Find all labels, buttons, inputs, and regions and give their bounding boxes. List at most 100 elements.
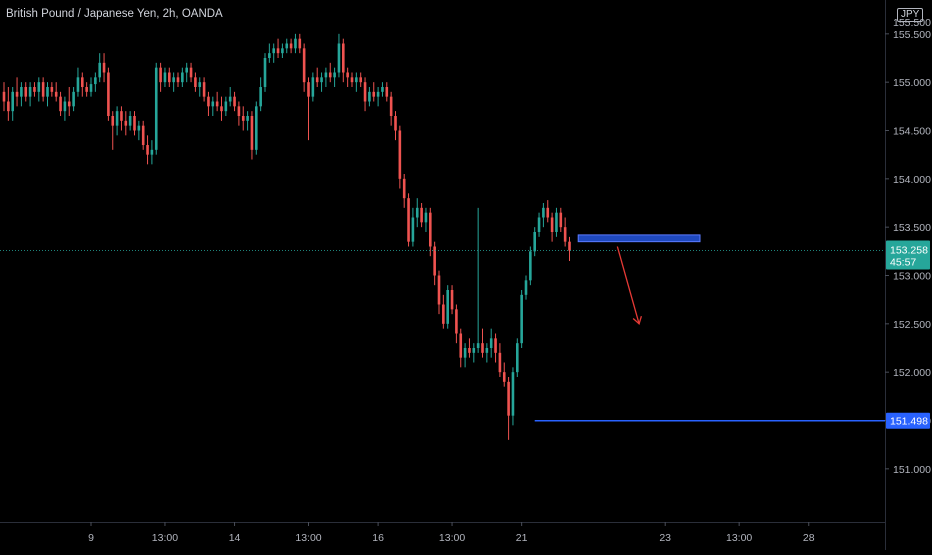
candle xyxy=(459,328,463,368)
candle xyxy=(259,77,262,112)
candle xyxy=(150,140,154,165)
candle-body xyxy=(207,96,210,107)
candle xyxy=(81,72,84,97)
candle xyxy=(424,207,428,232)
price-tick-label: 152.000 xyxy=(893,367,931,379)
candle xyxy=(128,111,132,131)
time-tick-label: 16 xyxy=(372,532,384,544)
candle xyxy=(507,377,510,440)
candle xyxy=(429,207,432,257)
candle-body xyxy=(542,207,545,218)
candle-body xyxy=(333,72,336,78)
candle-body xyxy=(198,82,202,87)
support-price-value: 151.498 xyxy=(890,416,928,428)
candle xyxy=(368,87,371,107)
candle-body xyxy=(550,217,554,232)
currency-badge[interactable]: JPY xyxy=(897,8,924,22)
candle xyxy=(328,62,332,83)
candle-body xyxy=(489,338,493,348)
candle-body xyxy=(133,116,136,131)
candle xyxy=(11,87,14,121)
candle-body xyxy=(359,77,362,83)
candle-body xyxy=(450,290,454,310)
candle xyxy=(376,87,380,107)
candle xyxy=(176,72,180,87)
candle xyxy=(511,367,515,426)
time-axis[interactable]: 9 13:00 14 13:00 16 13:00 21 23 13:00 28 xyxy=(88,522,815,544)
price-tick-label: 153.000 xyxy=(893,271,931,283)
candle-body xyxy=(311,77,315,97)
candle-body xyxy=(2,91,6,102)
candle xyxy=(107,67,110,121)
candle-body xyxy=(529,251,532,281)
candle xyxy=(272,43,275,63)
candle xyxy=(363,77,367,112)
candle-body xyxy=(20,87,23,97)
candles-layer xyxy=(2,33,571,440)
candle-body xyxy=(315,77,319,83)
candle-body xyxy=(324,72,328,78)
candle-body xyxy=(276,48,280,54)
candle xyxy=(315,67,319,87)
candle-body xyxy=(181,72,184,83)
candle xyxy=(442,294,445,329)
candle-body xyxy=(381,87,384,92)
candle-body xyxy=(246,116,249,121)
candle xyxy=(268,43,271,63)
candle xyxy=(476,207,480,353)
drawings-layer xyxy=(0,234,885,422)
candle xyxy=(446,285,449,329)
candle-body xyxy=(342,43,345,73)
candle-body xyxy=(555,212,558,232)
price-tick-label: 154.500 xyxy=(893,126,931,138)
candle xyxy=(320,72,323,92)
candle xyxy=(537,212,541,237)
candle xyxy=(7,87,10,121)
candle xyxy=(502,362,506,387)
candle-body xyxy=(224,101,228,112)
candle xyxy=(20,82,23,107)
candle xyxy=(220,96,223,121)
candle xyxy=(137,120,141,141)
candle-body xyxy=(472,348,476,353)
candle-body xyxy=(41,82,45,97)
candle-body xyxy=(546,207,550,218)
time-tick-label: 21 xyxy=(516,532,528,544)
chart-title: British Pound / Japanese Yen, 2h, OANDA xyxy=(6,8,223,20)
candle xyxy=(159,62,162,92)
candle xyxy=(394,111,397,141)
candle xyxy=(542,203,545,228)
candle xyxy=(2,82,6,112)
candle xyxy=(346,67,349,87)
candle-body xyxy=(228,96,232,102)
candle xyxy=(381,82,384,97)
candle xyxy=(372,82,376,102)
candle-body xyxy=(11,91,14,112)
candle xyxy=(385,82,389,102)
candle xyxy=(407,193,410,247)
candle-body xyxy=(368,91,371,102)
candle-body xyxy=(146,145,149,155)
candle-body xyxy=(233,96,236,107)
candle-body xyxy=(154,67,158,150)
candle-body xyxy=(285,43,289,49)
candle-body xyxy=(115,111,119,126)
candle-body xyxy=(394,116,397,131)
candle-body xyxy=(468,348,471,353)
candle xyxy=(263,53,267,92)
candle-body xyxy=(402,178,406,199)
candle xyxy=(485,343,489,363)
candle xyxy=(433,241,436,286)
candle-body xyxy=(128,116,132,126)
candle xyxy=(450,285,454,315)
candle-body xyxy=(446,290,449,324)
candle xyxy=(481,328,484,358)
candle xyxy=(246,111,249,131)
candle-body xyxy=(102,62,106,73)
candle-body xyxy=(255,106,258,150)
candle xyxy=(494,333,497,363)
candle-body xyxy=(124,120,128,126)
